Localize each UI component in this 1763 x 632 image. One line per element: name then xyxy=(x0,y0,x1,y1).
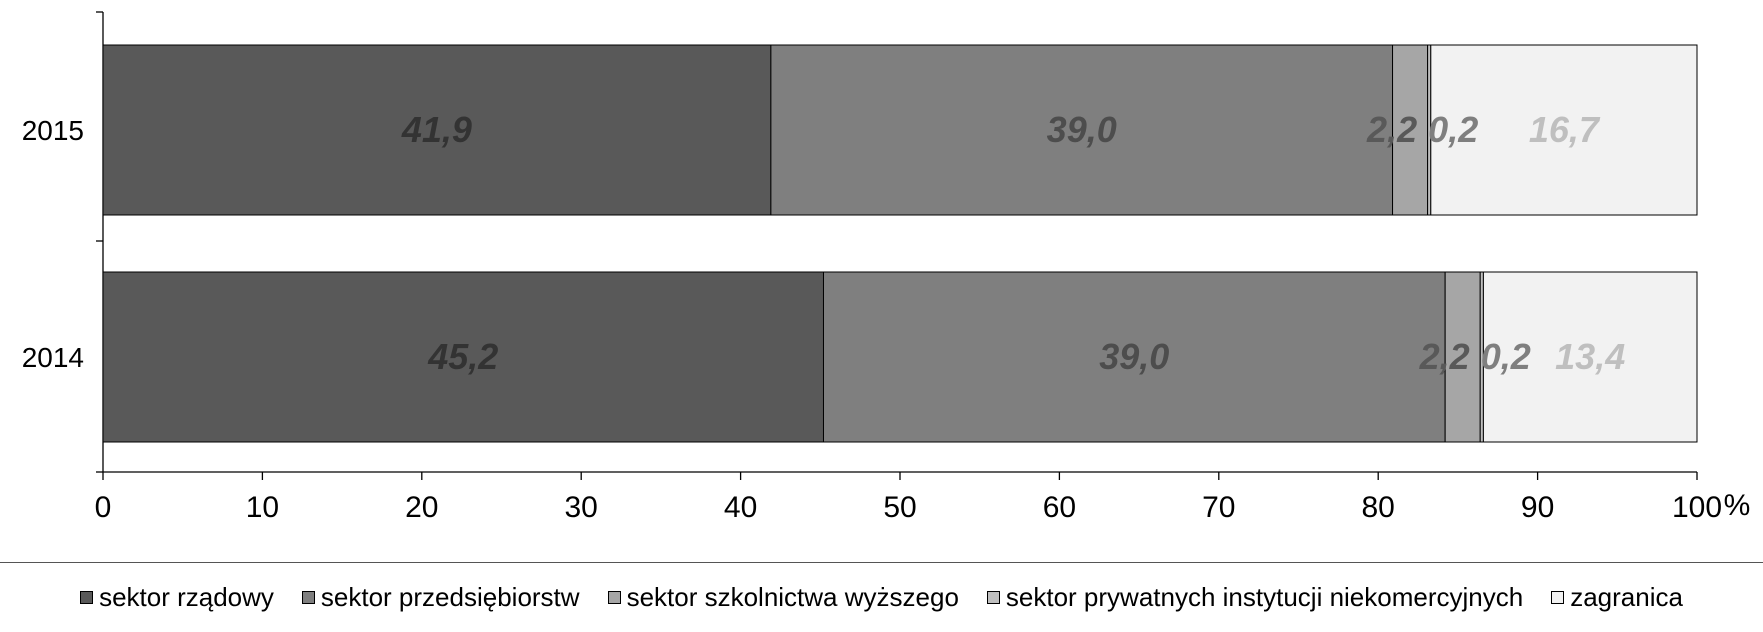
legend-item-4: zagranica xyxy=(1551,582,1683,613)
data-label-2014-2: 2,2 xyxy=(1419,336,1470,377)
x-tick-label-10: 10 xyxy=(246,491,279,524)
data-labels: 41,9 39,0 2,2 0,2 16,7 45,2 39,0 2,2 0,2 13,4 xyxy=(401,109,1625,377)
legend-label-2: sektor szkolnictwa wyższego xyxy=(626,582,959,612)
x-tick-label-60: 60 xyxy=(1043,491,1076,524)
x-tick-label-50: 50 xyxy=(883,491,916,524)
data-label-2014-1: 39,0 xyxy=(1099,336,1169,377)
stacked-bar-chart: 2015 2014 0 10 20 30 40 50 60 70 80 90 100% 41,9 39,… xyxy=(22,11,1751,524)
bars xyxy=(102,44,1698,443)
data-label-2014-4: 13,4 xyxy=(1555,336,1625,377)
data-label-2014-3: 0,2 xyxy=(1481,336,1531,377)
legend-label-1: sektor przedsiębiorstw xyxy=(320,582,580,612)
x-tick-label-70: 70 xyxy=(1202,491,1235,524)
legend-item-2: sektor szkolnictwa wyższego xyxy=(607,582,959,613)
legend-swatch-2 xyxy=(607,591,621,604)
x-axis-unit: % xyxy=(1724,489,1751,522)
legend: sektor rządowy sektor przedsiębiorstw sekt… xyxy=(0,582,1763,613)
x-tick-label-20: 20 xyxy=(405,491,438,524)
data-label-2015-2: 2,2 xyxy=(1366,109,1417,150)
legend-label-3: sektor prywatnych instytucji niekomercyj… xyxy=(1005,582,1524,612)
bar-2015-segment-1 xyxy=(770,44,1394,216)
y-tick-label-2014: 2014 xyxy=(22,342,84,373)
legend-divider xyxy=(0,562,1763,563)
bar-2014-segment-1 xyxy=(822,271,1446,443)
bar-2014-segment-2 xyxy=(1444,271,1481,443)
legend-item-1: sektor przedsiębiorstw xyxy=(301,582,580,613)
x-axis: 0 10 20 30 40 50 60 70 80 90 100% xyxy=(95,471,1751,524)
legend-item-0: sektor rządowy xyxy=(80,582,274,613)
bar-2015-segment-0 xyxy=(102,44,772,216)
bar-2014-segment-0 xyxy=(102,271,824,443)
legend-item-3: sektor prywatnych instytucji niekomercyj… xyxy=(986,582,1524,613)
bar-2015-segment-2 xyxy=(1392,44,1429,216)
data-label-2014-0: 45,2 xyxy=(427,336,498,377)
legend-swatch-4 xyxy=(1551,591,1565,604)
y-tick-label-2015: 2015 xyxy=(22,115,84,146)
bar-2014-segment-4 xyxy=(1482,271,1698,443)
legend-swatch-1 xyxy=(301,591,315,604)
legend-swatch-3 xyxy=(986,591,1000,604)
legend-swatch-0 xyxy=(80,591,94,604)
x-tick-label-30: 30 xyxy=(565,491,598,524)
legend-label-4: zagranica xyxy=(1570,582,1683,612)
x-tick-label-80: 80 xyxy=(1362,491,1395,524)
x-tick-label-40: 40 xyxy=(724,491,757,524)
bar-2015-segment-4 xyxy=(1430,44,1698,216)
data-label-2015-1: 39,0 xyxy=(1047,109,1117,150)
data-label-2015-3: 0,2 xyxy=(1428,109,1478,150)
x-tick-label-90: 90 xyxy=(1521,491,1554,524)
x-tick-label-100: 100 xyxy=(1672,491,1722,524)
data-label-2015-0: 41,9 xyxy=(401,109,472,150)
x-tick-label-0: 0 xyxy=(95,491,112,524)
legend-label-0: sektor rządowy xyxy=(99,582,274,612)
data-label-2015-4: 16,7 xyxy=(1529,109,1601,150)
y-axis: 2015 2014 xyxy=(22,11,104,473)
